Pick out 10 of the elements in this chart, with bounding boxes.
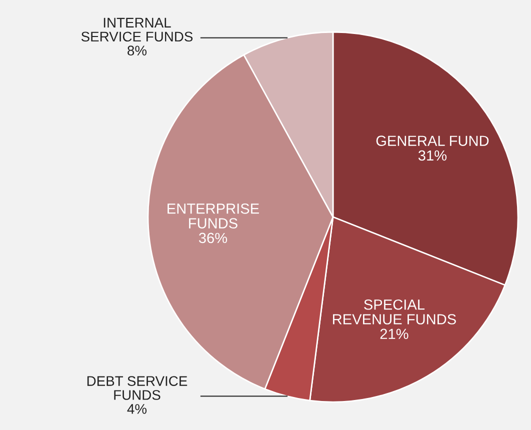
slice-label: INTERNAL SERVICE FUNDS (81, 18, 193, 42)
data-label: 31% (418, 150, 447, 161)
slice-label: SPECIAL REVENUE FUNDS (333, 299, 456, 324)
data-label: 21% (380, 328, 408, 340)
slice-label: GENERAL FUND (376, 136, 489, 146)
slice-label: ENTERPRISE FUNDS (168, 203, 259, 228)
data-label: 8% (128, 46, 147, 56)
data-label: 4% (127, 404, 147, 414)
slice-label: DEBT SERVICE FUNDS (87, 376, 188, 400)
data-label: 36% (198, 232, 228, 244)
